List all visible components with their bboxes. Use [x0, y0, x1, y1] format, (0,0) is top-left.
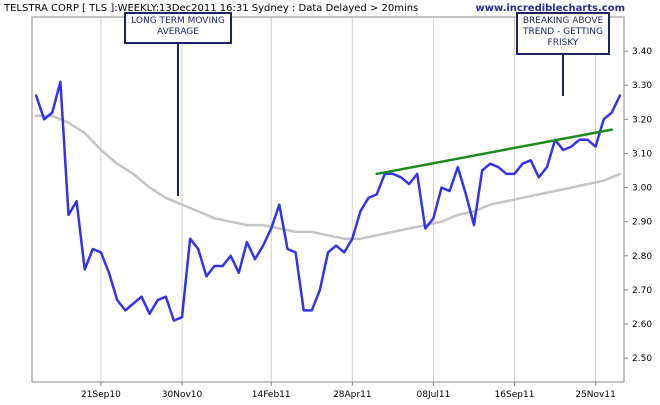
callout-text-line: FRISKY [547, 38, 579, 48]
x-tick-label: 21Sep10 [81, 390, 121, 400]
callout-text-line: LONG TERM MOVING [131, 16, 225, 26]
x-tick-label: 08Jul11 [417, 390, 451, 400]
trendline [375, 128, 614, 176]
price-line [34, 80, 622, 322]
callout-text-line: TREND - GETTING [523, 27, 603, 37]
x-tick-label: 28Apr11 [333, 390, 371, 400]
y-tick-label: 3.30 [632, 81, 652, 91]
y-tick-label: 2.80 [632, 252, 652, 262]
chart-title: TELSTRA CORP [ TLS ]:WEEKLY:13Dec2011 16… [3, 3, 418, 14]
y-tick-label: 3.20 [632, 115, 652, 125]
x-tick-label: 16Sep11 [495, 390, 535, 400]
moving-average-line [34, 114, 622, 240]
series-layer [34, 80, 622, 322]
x-tick-label: 30Nov10 [162, 390, 203, 400]
callout-text-line: AVERAGE [157, 27, 199, 37]
y-tick-label: 2.50 [632, 354, 652, 364]
y-tick-label: 3.40 [632, 47, 652, 57]
plot-frame [31, 16, 625, 383]
watermark: www.incrediblecharts.com [476, 3, 626, 14]
y-tick-label: 2.60 [632, 320, 652, 330]
x-tick-label: 25Nov11 [575, 390, 615, 400]
axis-labels: 21Sep10 30Nov10 14Feb11 28Apr11 08Jul11 16Sep… [81, 47, 652, 400]
breakout-callout: BREAKING ABOVE TREND - GETTING FRISKY [516, 12, 610, 55]
moving-average-callout: LONG TERM MOVING AVERAGE [124, 12, 232, 44]
y-tick-label: 2.90 [632, 218, 652, 228]
y-tick-label: 3.00 [632, 184, 652, 194]
y-tick-label: 2.70 [632, 286, 652, 296]
y-tick-label: 3.10 [632, 149, 652, 159]
x-tick-label: 14Feb11 [252, 390, 291, 400]
callout-text-line: BREAKING ABOVE [522, 16, 604, 26]
